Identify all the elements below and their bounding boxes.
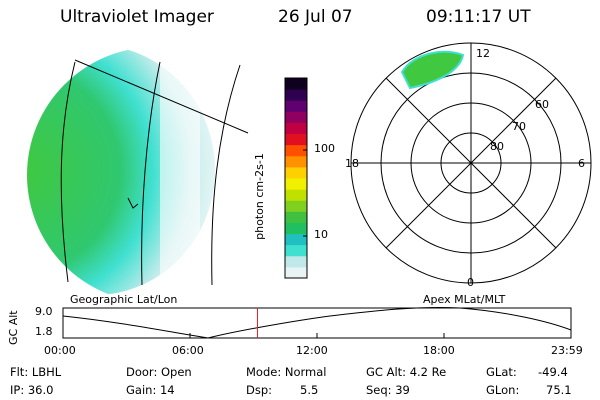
colorbar-band (285, 144, 307, 157)
x-tick-1800: 18:00 (423, 344, 455, 357)
colorbar-tick-100: 100 (314, 142, 335, 155)
polar-aurora-patch (400, 50, 465, 90)
info-glat-value: -49.4 (538, 365, 568, 379)
colorbar-band (285, 111, 307, 123)
info-glon-value: 75.1 (546, 383, 572, 397)
lat-label-80: 80 (490, 140, 504, 153)
aurora-region (27, 47, 215, 295)
colorbar-band (285, 178, 307, 190)
header-time: 09:11:17 UT (426, 7, 531, 27)
x-tick-0000: 00:00 (44, 344, 76, 357)
colorbar-band (285, 122, 307, 135)
lat-label-70: 70 (512, 120, 526, 133)
timeline-y-axis-label: GC Alt (7, 310, 20, 345)
colorbar-band (285, 78, 307, 90)
colorbar-band (285, 133, 307, 146)
geo-map-label: Geographic Lat/Lon (70, 293, 178, 306)
colorbar-band (285, 200, 307, 212)
mlt-label-12: 12 (476, 47, 490, 60)
x-tick-1200: 12:00 (296, 344, 328, 357)
colorbar-band (285, 266, 307, 279)
info-ip: IP: 36.0 (10, 383, 54, 397)
colorbar-band (285, 155, 307, 168)
mlt-label-0: 0 (467, 276, 474, 289)
geo-grid (60, 59, 249, 286)
x-tick-2359: 23:59 (551, 344, 583, 357)
altitude-curve (62, 306, 572, 339)
colorbar-unit-label: photon cm-2s-1 (252, 153, 266, 240)
info-dsp-label: Dsp: (246, 383, 273, 397)
info-dsp-value: 5.5 (300, 383, 319, 397)
info-filter: Flt: LBHL (10, 365, 62, 379)
colorbar-tick-10: 10 (314, 228, 328, 241)
timeline-y-min: 1.8 (35, 325, 53, 338)
info-seq: Seq: 39 (366, 383, 410, 397)
polar-plot-label: Apex MLat/MLT (423, 293, 506, 306)
mlt-label-18: 18 (345, 157, 359, 170)
colorbar-band (285, 100, 307, 112)
mlt-label-6: 6 (578, 157, 585, 170)
lat-label-60: 60 (535, 98, 549, 111)
colorbar-band (285, 89, 307, 101)
timeline-y-max: 9.0 (35, 305, 53, 318)
info-gc-alt: GC Alt: 4.2 Re (366, 365, 447, 379)
info-glat-label: GLat: (486, 365, 517, 379)
colorbar-band (285, 222, 307, 235)
info-glon-label: GLon: (486, 383, 520, 397)
colorbar-band (285, 244, 307, 257)
colorbar-band (285, 189, 307, 201)
info-door: Door: Open (126, 365, 192, 379)
app-title: Ultraviolet Imager (60, 7, 214, 27)
header-date: 26 Jul 07 (278, 7, 353, 27)
info-mode: Mode: Normal (246, 365, 327, 379)
x-tick-0600: 06:00 (172, 344, 204, 357)
info-gain: Gain: 14 (126, 383, 175, 397)
colorbar-band (285, 166, 307, 179)
colorbar-band (285, 255, 307, 268)
colorbar-band (285, 233, 307, 246)
colorbar-band (285, 211, 307, 223)
